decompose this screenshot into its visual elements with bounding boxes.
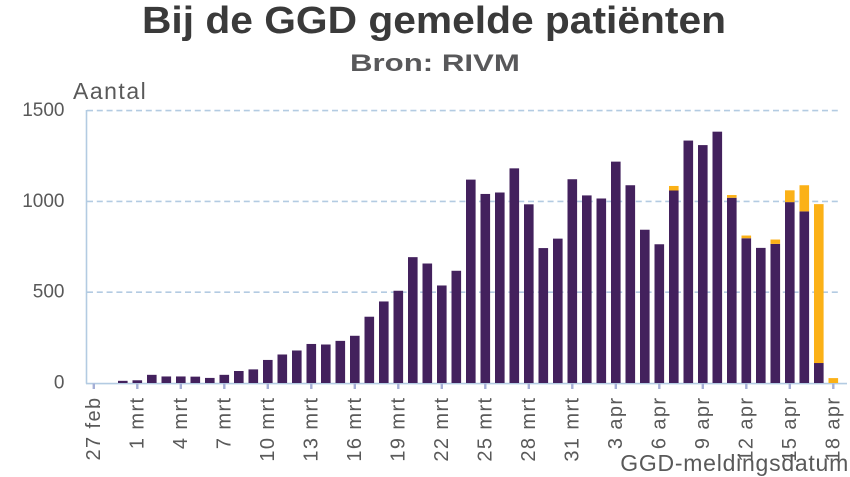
svg-text:0: 0 xyxy=(54,373,65,394)
svg-text:Aantal: Aantal xyxy=(73,78,147,104)
svg-text:3 apr: 3 apr xyxy=(605,397,627,450)
svg-text:15 apr: 15 apr xyxy=(779,397,801,462)
svg-text:22 mrt: 22 mrt xyxy=(431,397,453,462)
svg-text:7 mrt: 7 mrt xyxy=(213,397,235,450)
svg-text:12 apr: 12 apr xyxy=(735,397,757,462)
svg-text:500: 500 xyxy=(33,282,65,303)
svg-text:13 mrt: 13 mrt xyxy=(300,397,322,462)
svg-text:GGD-meldingsdatum: GGD-meldingsdatum xyxy=(620,450,849,476)
svg-text:4 mrt: 4 mrt xyxy=(170,397,192,450)
svg-text:31 mrt: 31 mrt xyxy=(561,397,583,462)
svg-text:1 mrt: 1 mrt xyxy=(126,397,148,450)
svg-text:27 feb: 27 feb xyxy=(83,397,105,461)
svg-text:16 mrt: 16 mrt xyxy=(344,397,366,462)
svg-text:1500: 1500 xyxy=(22,100,64,121)
svg-text:1000: 1000 xyxy=(22,191,64,212)
svg-text:25 mrt: 25 mrt xyxy=(474,397,496,462)
svg-text:18 apr: 18 apr xyxy=(822,397,844,462)
svg-text:19 mrt: 19 mrt xyxy=(387,397,409,462)
svg-text:9 apr: 9 apr xyxy=(692,397,714,450)
svg-text:6 apr: 6 apr xyxy=(648,397,670,450)
svg-text:10 mrt: 10 mrt xyxy=(257,397,279,462)
svg-text:28 mrt: 28 mrt xyxy=(518,397,540,462)
